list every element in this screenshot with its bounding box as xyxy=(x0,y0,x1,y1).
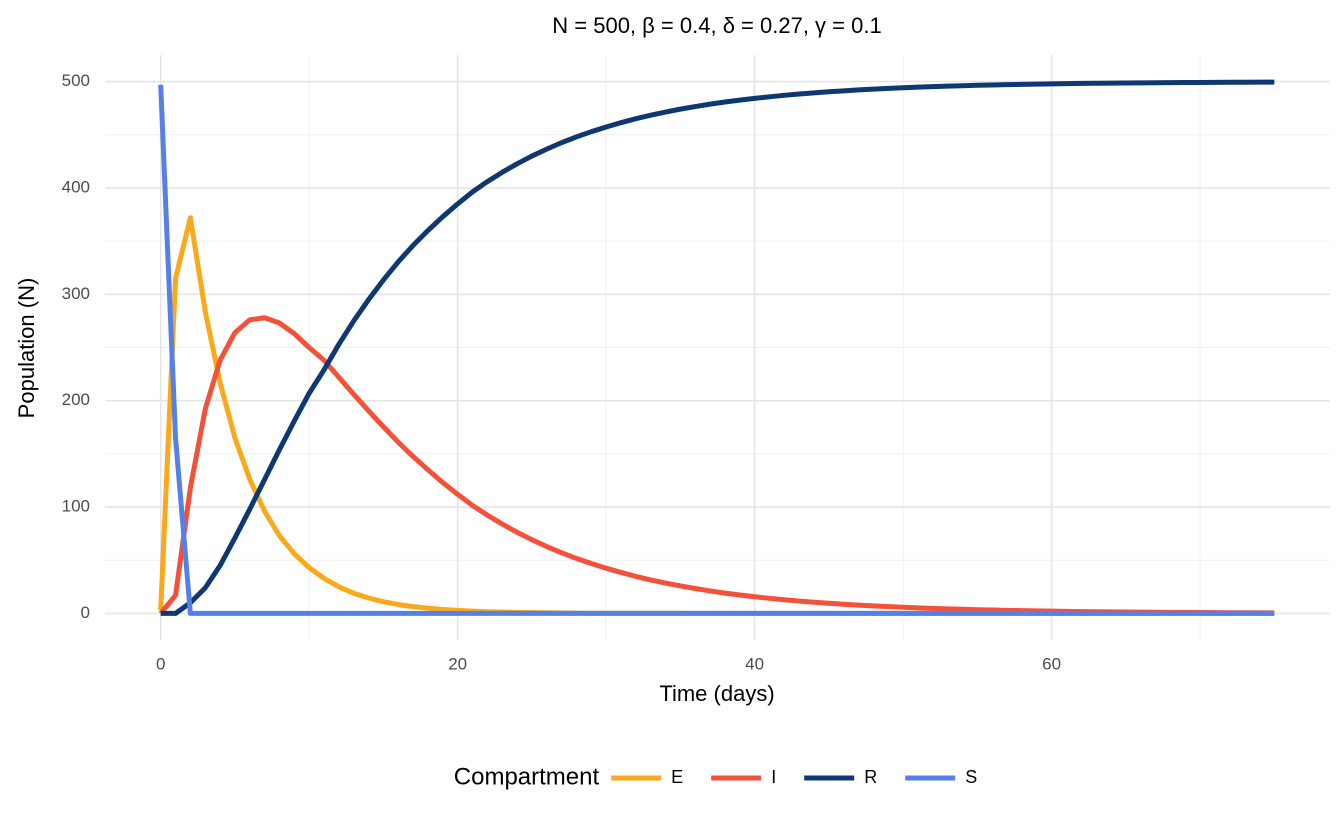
y-tick-label: 0 xyxy=(81,603,90,622)
legend-label: R xyxy=(864,767,877,787)
y-tick-label: 200 xyxy=(62,390,90,409)
y-axis-title: Population (N) xyxy=(14,278,39,419)
y-tick-label: 100 xyxy=(62,497,90,516)
x-tick-label: 60 xyxy=(1042,654,1061,673)
series-line xyxy=(158,84,1275,616)
y-tick-label: 500 xyxy=(62,71,90,90)
lines xyxy=(158,79,1275,616)
x-tick-label: 40 xyxy=(745,654,764,673)
legend-label: E xyxy=(671,767,683,787)
y-tick-label: 300 xyxy=(62,284,90,303)
x-axis-title: Time (days) xyxy=(659,681,774,706)
chart-title: N = 500, β = 0.4, δ = 0.27, γ = 0.1 xyxy=(552,13,881,38)
series-line xyxy=(158,215,1275,616)
legend-title: Compartment xyxy=(454,763,600,790)
legend-label: I xyxy=(771,767,776,787)
x-tick-label: 0 xyxy=(156,654,165,673)
legend-label: S xyxy=(965,767,977,787)
x-tick-label: 20 xyxy=(448,654,467,673)
y-tick-label: 400 xyxy=(62,177,90,196)
series-line xyxy=(160,79,1275,616)
legend: Compartment E I R S xyxy=(454,763,977,790)
grid xyxy=(105,55,1330,640)
